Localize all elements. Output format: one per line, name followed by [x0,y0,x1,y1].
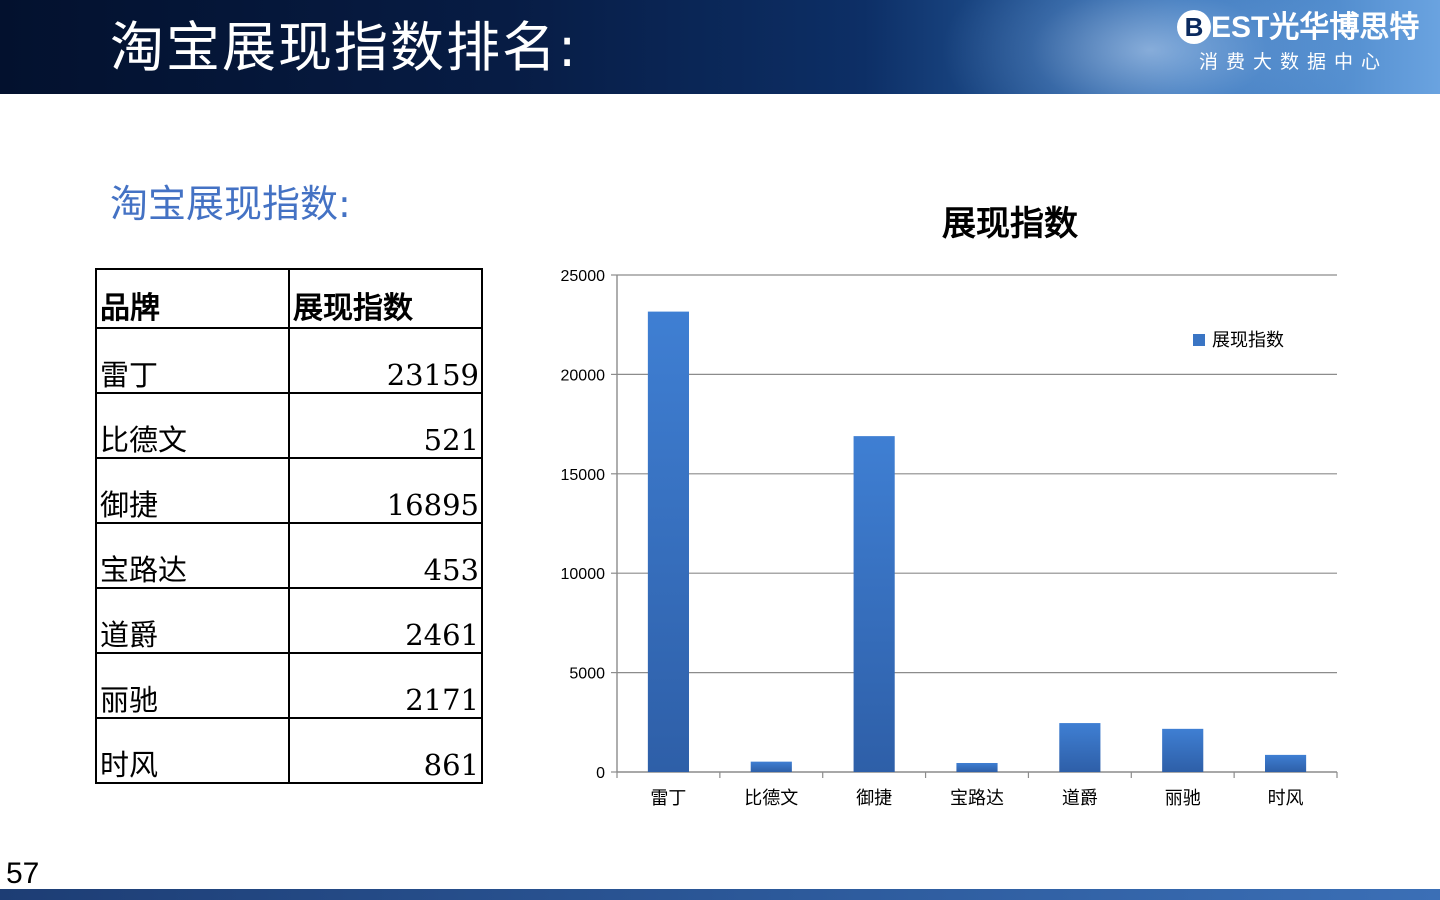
brand-cell: 比德文 [95,392,290,459]
bar-chart: 0 5000 10000 15000 20000 25000 雷丁 比德文 御捷 宝路达 道爵 丽驰 时… [561,268,1338,809]
logo-subtitle: 消费大数据中心 [1199,51,1389,73]
y-tick-label: 5000 [569,666,605,683]
index-cell: 2461 [288,587,483,654]
slide-number: 57 [6,857,40,890]
bar [853,436,895,772]
x-tick-label: 比德文 [744,788,798,809]
header-banner: 淘宝展现指数排名: B EST光华博思特 消费大数据中心 [0,0,1440,94]
y-tick-label: 10000 [561,566,606,583]
column-header-index: 展现指数 [288,268,483,329]
table-row: 时风 861 [95,717,483,784]
table-row: 比德文 521 [95,392,483,459]
section-label: 淘宝展现指数: [110,182,351,226]
x-tick-label: 宝路达 [950,788,1004,809]
page-title: 淘宝展现指数排名: [110,16,579,79]
bar [647,311,689,772]
y-tick-label: 0 [596,765,605,782]
brand-cell: 雷丁 [95,327,290,394]
index-cell: 2171 [288,652,483,719]
table-row: 御捷 16895 [95,457,483,524]
y-tick-label: 15000 [561,467,606,484]
index-cell: 16895 [288,457,483,524]
header-glow [940,0,1360,94]
chart-title: 展现指数 [942,204,1078,244]
table-row: 雷丁 23159 [95,327,483,394]
legend-label: 展现指数 [1212,330,1284,351]
index-cell: 23159 [288,327,483,394]
brand-cell: 道爵 [95,587,290,654]
table-header-row: 品牌 展现指数 [95,268,483,329]
chart-bars [647,311,1307,772]
index-cell: 453 [288,522,483,589]
x-tick-label: 时风 [1268,788,1304,809]
bar [750,761,792,772]
index-cell: 521 [288,392,483,459]
company-logo: B EST光华博思特 消费大数据中心 [1177,6,1422,86]
x-tick-label: 丽驰 [1165,788,1201,809]
bar [1059,723,1101,772]
logo-brand-text: EST光华博思特 [1211,11,1420,44]
table-row: 宝路达 453 [95,522,483,589]
brand-cell: 御捷 [95,457,290,524]
column-header-brand: 品牌 [95,268,290,329]
chart-gridlines [617,274,1337,674]
y-tick-label: 25000 [561,268,606,285]
table-row: 丽驰 2171 [95,652,483,719]
table-row: 道爵 2461 [95,587,483,654]
brand-cell: 宝路达 [95,522,290,589]
bar [956,762,998,772]
chart-legend: 展现指数 [1193,330,1284,351]
brand-cell: 丽驰 [95,652,290,719]
chart-labels: 0 5000 10000 15000 20000 25000 雷丁 比德文 御捷 宝路达 道爵 丽驰 时… [561,268,1304,809]
logo-mark: B [1177,10,1211,44]
legend-swatch [1193,334,1205,346]
brand-cell: 时风 [95,717,290,784]
x-tick-label: 道爵 [1062,788,1098,809]
bar [1265,754,1307,772]
x-tick-label: 雷丁 [650,788,686,809]
bar [1162,728,1204,772]
index-cell: 861 [288,717,483,784]
brand-index-table: 品牌 展现指数 雷丁 23159 比德文 521 御捷 16895 宝路达 45… [95,268,483,784]
y-tick-label: 20000 [561,367,606,384]
x-tick-label: 御捷 [856,788,892,809]
footer-bar [0,889,1440,900]
